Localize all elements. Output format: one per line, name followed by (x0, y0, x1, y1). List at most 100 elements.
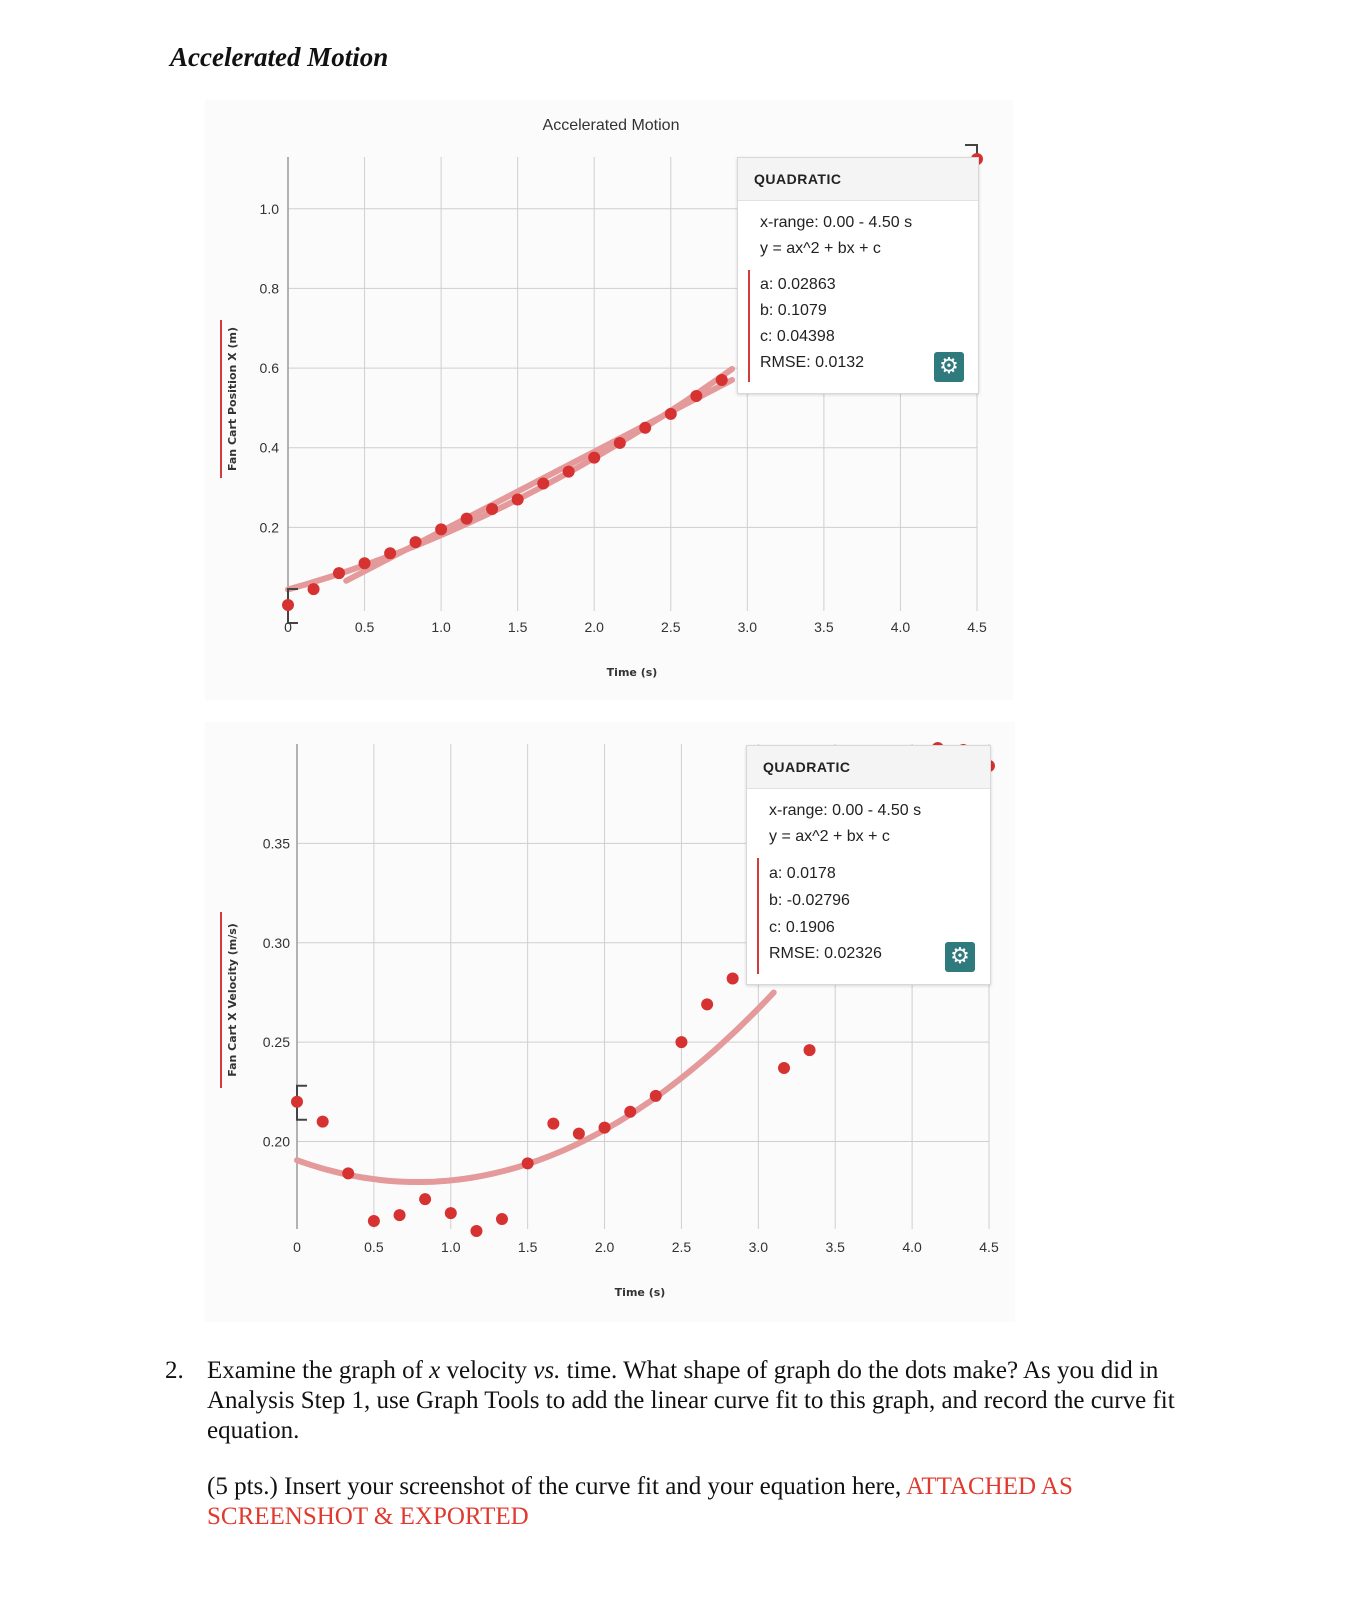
data-point (664, 407, 677, 420)
y-tick-label: 0.35 (263, 835, 290, 851)
question-number: 2. (165, 1357, 184, 1384)
y-tick-labels: 0.2 0.4 0.6 0.8 1.0 (260, 201, 280, 536)
y-axis-label[interactable]: Fan Cart X Velocity (m/s) (226, 923, 239, 1077)
data-point (367, 1215, 380, 1228)
y-tick-label: 0.30 (263, 935, 290, 951)
x-tick-label: 0.5 (355, 619, 375, 635)
data-points (291, 741, 995, 1237)
data-point (521, 1157, 534, 1170)
data-point (470, 1224, 483, 1237)
question-text-part: time. What shape of graph do the dots ma… (207, 1357, 1175, 1444)
x-tick-label: 2.0 (584, 619, 604, 635)
param-b: b: 0.1079 (760, 302, 827, 319)
question-text-italic: x (429, 1357, 441, 1384)
x-tick-label: 4.0 (902, 1239, 922, 1255)
data-point (486, 503, 499, 516)
data-point (419, 1193, 432, 1206)
question-text: Examine the graph of x velocity vs. time… (207, 1356, 1207, 1446)
fit-x-range: x-range: 0.00 - 4.50 s (769, 802, 922, 819)
data-point (316, 1115, 329, 1128)
data-point (639, 421, 652, 434)
quadratic-fit-panel: QUADRATIC x-range: 0.00 - 4.50 s y = ax^… (746, 745, 991, 985)
data-point (435, 523, 448, 536)
instruction-text: (5 pts.) Insert your screenshot of the c… (207, 1472, 1207, 1532)
data-point (307, 583, 320, 596)
answer-text[interactable]: ATTACHED AS SCREENSHOT & EXPORTED (207, 1473, 1073, 1530)
grid (296, 744, 990, 1229)
param-bar (757, 858, 759, 974)
data-point (572, 1127, 585, 1140)
data-point (332, 567, 345, 580)
data-point (624, 1105, 637, 1118)
x-tick-label: 4.5 (979, 1239, 999, 1255)
x-tick-label: 2.0 (595, 1239, 615, 1255)
x-axis-label: Time (s) (615, 1286, 666, 1299)
x-tick-label: 2.5 (672, 1239, 692, 1255)
data-point (511, 493, 524, 506)
x-tick-label: 4.5 (967, 619, 987, 635)
y-tick-label: 0.25 (263, 1034, 290, 1050)
param-a: a: 0.0178 (769, 865, 836, 882)
fit-settings-button[interactable]: ⚙ (934, 352, 964, 382)
data-point (726, 972, 739, 985)
gear-icon: ⚙ (950, 944, 970, 969)
x-tick-labels: 0 0.5 1.0 1.5 2.0 2.5 3.0 3.5 4.0 4.5 (293, 1239, 999, 1255)
document-heading: Accelerated Motion (170, 42, 389, 72)
fit-x-range: x-range: 0.00 - 4.50 s (760, 214, 913, 231)
data-point (649, 1089, 662, 1102)
y-tick-label: 0.8 (260, 280, 280, 296)
fit-equation: y = ax^2 + bx + c (760, 240, 881, 257)
fit-curves (294, 989, 777, 1185)
instruction-part: (5 pts.) Insert your screenshot of the c… (207, 1473, 902, 1500)
x-tick-label: 4.0 (891, 619, 911, 635)
y-tick-labels: 0.20 0.25 0.30 0.35 (263, 835, 290, 1149)
x-tick-labels: 0 0.5 1.0 1.5 2.0 2.5 3.0 3.5 4.0 4.5 (284, 619, 987, 635)
data-point (495, 1213, 508, 1226)
data-point (393, 1209, 406, 1222)
x-tick-label: 1.0 (441, 1239, 461, 1255)
data-point (588, 451, 601, 464)
data-point (291, 1095, 303, 1108)
data-point (613, 436, 626, 449)
data-point (384, 547, 397, 560)
x-tick-label: 3.0 (738, 619, 758, 635)
fit-type-heading: QUADRATIC (747, 746, 990, 789)
x-tick-label: 0 (284, 619, 292, 635)
y-tick-label: 1.0 (260, 201, 280, 217)
data-point (690, 389, 703, 402)
fit-settings-button[interactable]: ⚙ (945, 942, 975, 972)
data-point (598, 1121, 611, 1134)
data-point (803, 1044, 816, 1057)
x-tick-label: 0.5 (364, 1239, 384, 1255)
gear-icon: ⚙ (939, 354, 959, 379)
param-c: c: 0.1906 (769, 919, 835, 936)
param-c: c: 0.04398 (760, 328, 835, 345)
question-text-part: Examine the graph of (207, 1357, 430, 1384)
data-point (282, 599, 294, 612)
question-text-italic: vs. (533, 1357, 561, 1384)
data-point (547, 1117, 560, 1130)
x-tick-label: 1.5 (508, 619, 528, 635)
data-points (282, 152, 983, 612)
data-point (675, 1036, 688, 1049)
x-tick-label: 3.0 (749, 1239, 769, 1255)
y-tick-label: 0.6 (260, 360, 280, 376)
y-tick-label: 0.4 (260, 440, 280, 456)
quadratic-fit-curve (294, 989, 777, 1185)
param-bar (748, 270, 750, 382)
param-rmse: RMSE: 0.02326 (769, 945, 882, 962)
x-tick-label: 3.5 (814, 619, 834, 635)
data-point (342, 1167, 355, 1180)
x-tick-label: 2.5 (661, 619, 681, 635)
fit-equation: y = ax^2 + bx + c (769, 828, 890, 845)
fit-type-heading: QUADRATIC (738, 158, 978, 201)
chart-title: Accelerated Motion (543, 117, 680, 134)
x-tick-label: 0 (293, 1239, 301, 1255)
x-tick-label: 1.5 (518, 1239, 538, 1255)
data-point (778, 1061, 791, 1074)
y-axis-label[interactable]: Fan Cart Position X (m) (226, 327, 239, 471)
data-point (409, 536, 422, 549)
param-a: a: 0.02863 (760, 276, 836, 293)
x-tick-label: 3.5 (825, 1239, 845, 1255)
data-point (444, 1207, 457, 1220)
